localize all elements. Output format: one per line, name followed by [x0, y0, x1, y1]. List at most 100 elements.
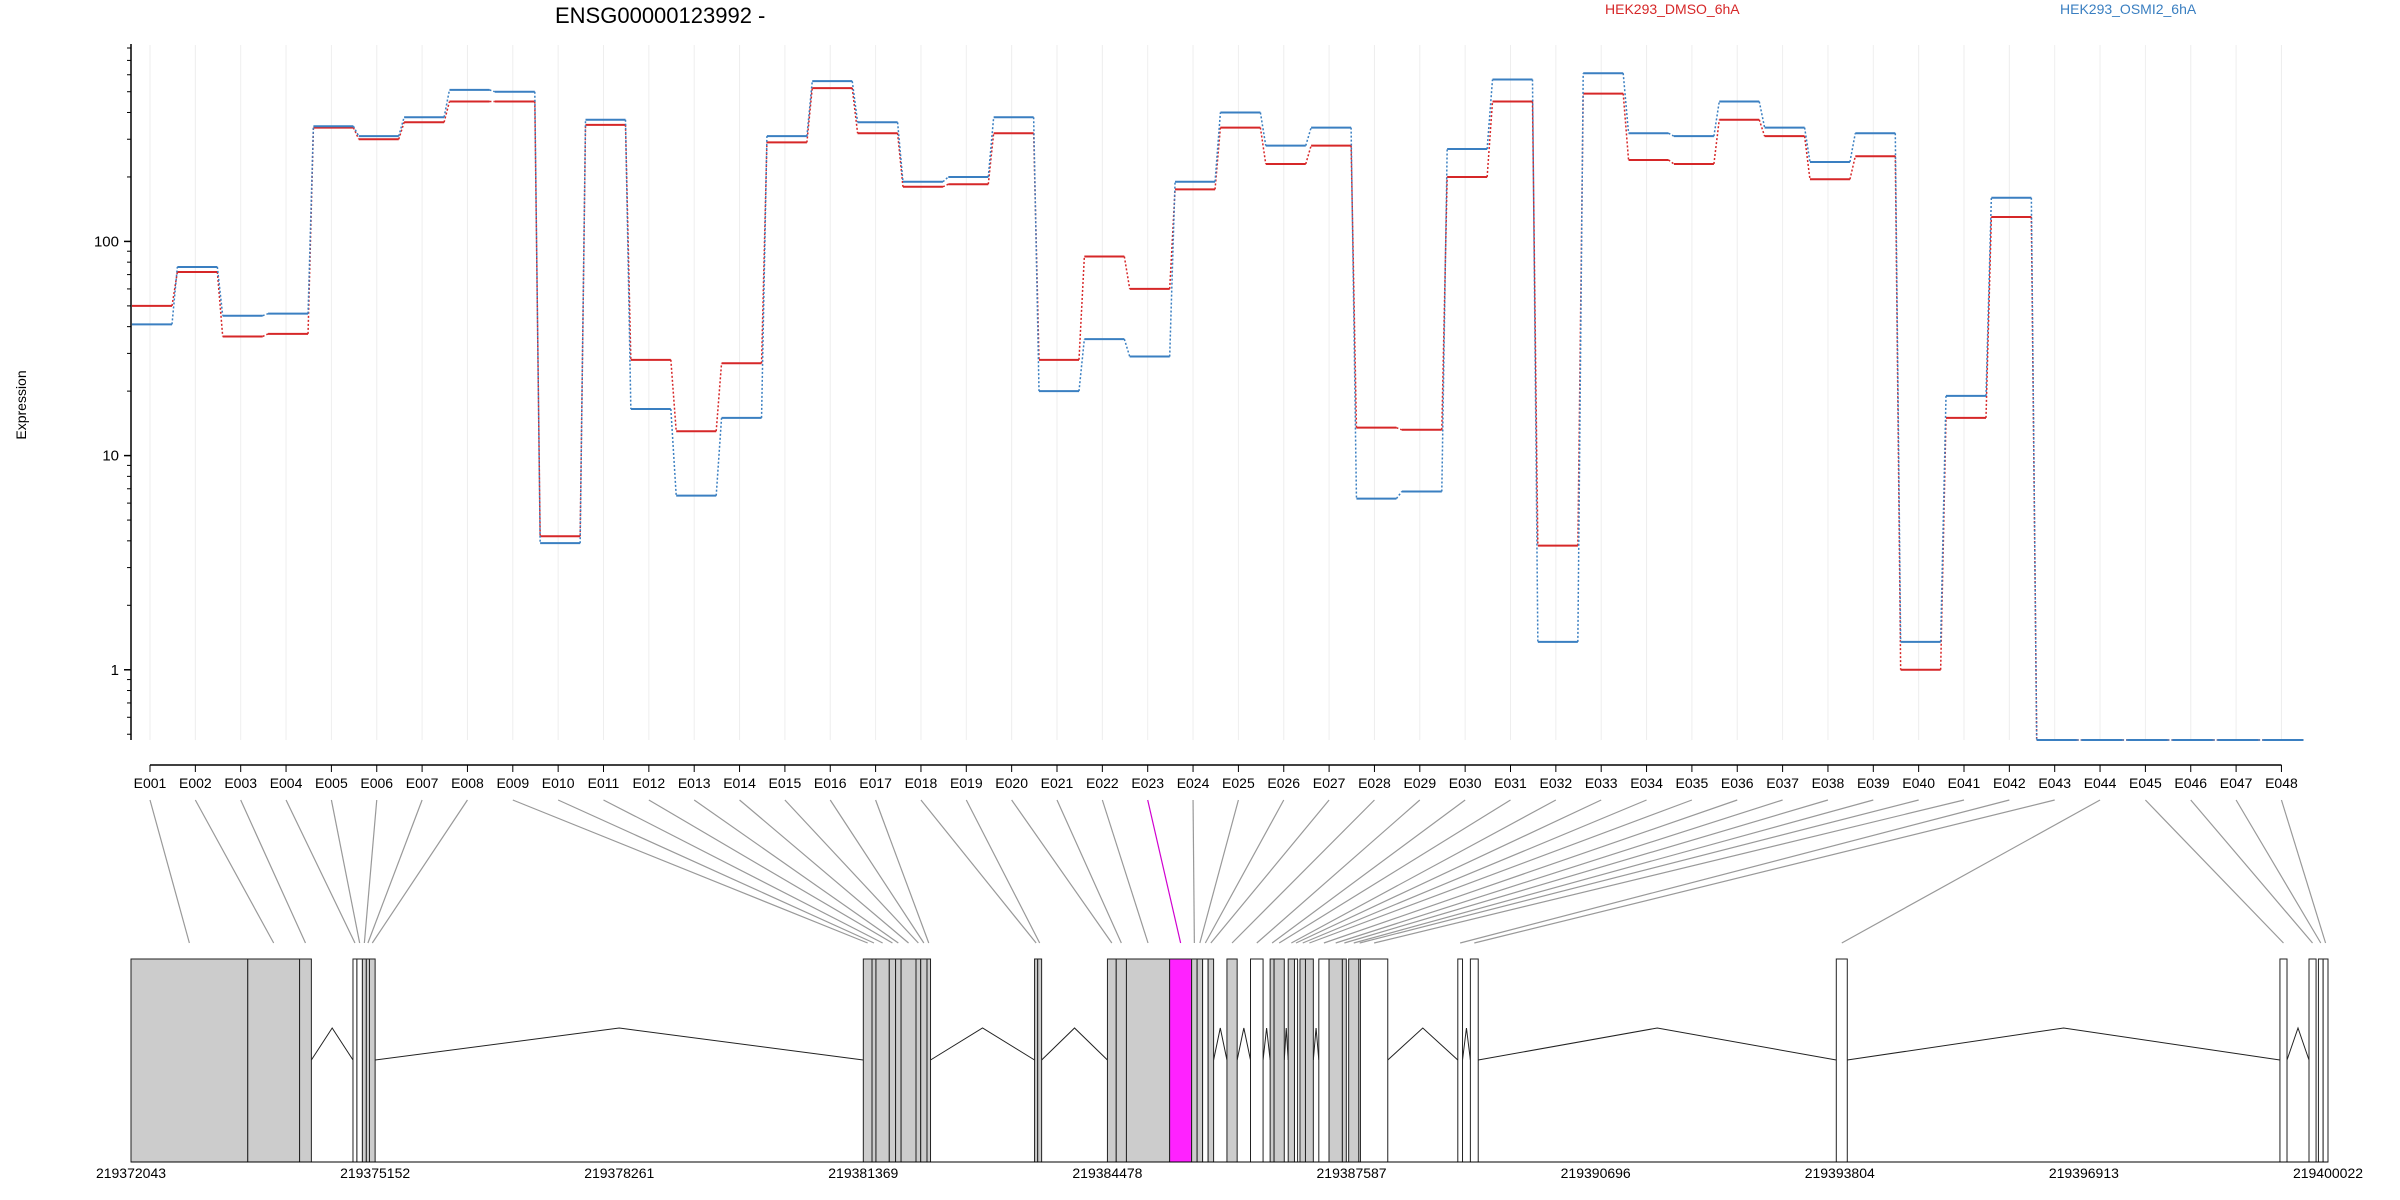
x-tick-label: E033: [1585, 775, 1618, 791]
exon-connector: [784, 799, 919, 944]
series-connector: [1713, 101, 1720, 137]
legend-item-osmi2[interactable]: HEK293_OSMI2_6hA: [2060, 1, 2197, 17]
series-connector: [1713, 119, 1720, 165]
x-tick-label: E011: [588, 775, 620, 791]
x-tick-label: E006: [360, 775, 393, 791]
exon-box: [1273, 958, 1285, 1163]
series-connector: [624, 124, 632, 360]
exon-box: [871, 958, 877, 1163]
x-tick-label: E047: [2220, 775, 2253, 791]
exon-box: [361, 958, 367, 1163]
legend-item-dmso[interactable]: HEK293_DMSO_6hA: [1605, 1, 1740, 17]
series-connector: [715, 363, 723, 432]
x-tick-label: E012: [632, 775, 665, 791]
exon-connector: [603, 799, 883, 944]
series-connector: [851, 81, 859, 123]
exon-box: [2322, 958, 2329, 1163]
x-tick-label: E036: [1721, 775, 1754, 791]
genome-tick-label: 219396913: [2049, 1165, 2119, 1181]
exon-box: [356, 958, 363, 1163]
exon-connector: [1359, 799, 1919, 944]
exon-connector: [1373, 799, 1965, 944]
x-tick-label: E019: [950, 775, 983, 791]
genome-tick-label: 219378261: [584, 1165, 654, 1181]
genome-axis: 219372043 219375152 219378261 219381369 2193…: [96, 1161, 2363, 1181]
x-tick-label: E023: [1131, 775, 1164, 791]
series-connector: [1395, 491, 1403, 500]
exon-box: [1191, 958, 1198, 1163]
intron-line: [2286, 1026, 2310, 1061]
x-tick-label: E005: [315, 775, 348, 791]
series-connector: [398, 117, 405, 137]
series-connector: [760, 142, 768, 364]
series-osmi2: [132, 72, 2304, 741]
x-tick-label: E016: [814, 775, 847, 791]
exon-connector: [1192, 799, 1195, 944]
x-tick-label: E020: [995, 775, 1028, 791]
series-connector: [171, 266, 179, 325]
intron-line: [1847, 1027, 2281, 1061]
series-connector: [1441, 149, 1448, 492]
x-tick-label: E025: [1222, 775, 1255, 791]
exon-box: [875, 958, 890, 1163]
exon-connector: [371, 799, 468, 944]
exon-connector: [1353, 799, 1874, 944]
gene-model: [130, 958, 2329, 1163]
exon-box: [1328, 958, 1343, 1163]
series-connector: [942, 183, 949, 188]
exon-connector: [1309, 799, 1693, 944]
x-tick-label: E038: [1812, 775, 1845, 791]
series-connector: [307, 126, 315, 314]
series-connector: [670, 408, 677, 496]
exon-box: [2279, 958, 2288, 1163]
grid-lines: [149, 45, 2282, 740]
exon-box: [1835, 958, 1848, 1163]
intron-line: [1041, 1027, 1108, 1061]
exon-box: [1202, 958, 1209, 1163]
exon-box: [1169, 958, 1193, 1163]
series-connector: [1577, 73, 1584, 642]
series-connector: [1668, 159, 1675, 165]
exon-box: [1269, 958, 1275, 1163]
exon-box: [1348, 958, 1360, 1163]
exon-connector: [194, 799, 275, 944]
exon-box: [1299, 958, 1306, 1163]
x-tick-label: E001: [134, 775, 167, 791]
exon-box: [920, 958, 928, 1163]
genome-tick-label: 219375152: [340, 1165, 410, 1181]
intron-line: [1283, 1027, 1289, 1061]
exon-connector: [2190, 799, 2313, 944]
series-connector: [398, 122, 405, 140]
exon-connector: [1199, 799, 1239, 944]
series-connector: [1032, 117, 1040, 392]
series-connector: [1622, 93, 1630, 161]
x-tick-label: E029: [1403, 775, 1436, 791]
x-tick-label: E040: [1902, 775, 1935, 791]
exon-connector: [1460, 799, 2010, 944]
exon-connector: [1302, 799, 1647, 944]
exon-connector: [920, 799, 1037, 944]
exon-connector: [285, 799, 356, 944]
series-dmso: [132, 87, 2304, 741]
exon-connector: [1147, 799, 1182, 944]
x-tick-label: E024: [1177, 775, 1210, 791]
exon-box: [1037, 958, 1043, 1163]
intron-line: [375, 1027, 864, 1061]
exon-connector: [149, 799, 190, 944]
x-tick-label: E042: [1993, 775, 2026, 791]
series-connector: [806, 81, 813, 137]
y-tick-label: 100: [94, 233, 119, 250]
exon-box: [900, 958, 917, 1163]
intron-line: [1262, 1027, 1271, 1061]
x-tick-label: E046: [2174, 775, 2207, 791]
exon-connector: [693, 799, 899, 944]
exon-connector: [557, 799, 875, 944]
x-tick-label: E008: [451, 775, 484, 791]
series-connector: [352, 125, 360, 137]
x-tick-label: E004: [270, 775, 303, 791]
exon-box: [862, 958, 873, 1163]
exon-box: [895, 958, 902, 1163]
exon-box: [130, 958, 249, 1163]
y-tick-label: 1: [111, 662, 119, 679]
series-connector: [1168, 181, 1176, 357]
